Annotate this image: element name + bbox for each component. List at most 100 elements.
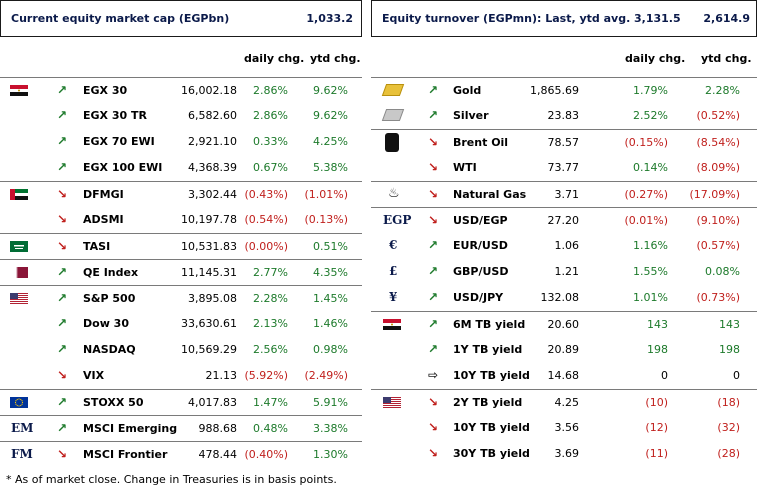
- ytd-change-value: 1.30%: [313, 448, 348, 461]
- instrument-name: EGX 30 TR: [83, 109, 147, 122]
- instrument-name: TASI: [83, 240, 111, 253]
- up-arrow-icon: ↗: [57, 316, 68, 330]
- instrument-value: 33,630.61: [181, 317, 237, 330]
- oil-barrel-icon: [385, 133, 399, 152]
- table-row: ↗ QE Index 11,145.31 2.77% 4.35%: [0, 259, 362, 285]
- instrument-value: 11,145.31: [181, 266, 237, 279]
- table-row: ↘ ADSMI 10,197.78 (0.54%) (0.13%): [0, 207, 362, 233]
- daily-change-value: 1.16%: [633, 239, 668, 252]
- usa-flag-icon: [10, 293, 28, 304]
- daily-change-value: (0.54%): [244, 213, 288, 226]
- instrument-value: 3,302.44: [188, 188, 237, 201]
- up-arrow-icon: ↗: [428, 238, 439, 252]
- up-arrow-icon: ↗: [57, 83, 68, 97]
- table-row: ↗ EGX 70 EWI 2,921.10 0.33% 4.25%: [0, 129, 362, 155]
- down-arrow-icon: ↘: [57, 212, 68, 226]
- ytd-change-value: 5.38%: [313, 161, 348, 174]
- ytd-change-value: (0.73%): [696, 291, 740, 304]
- up-arrow-icon: ↗: [57, 395, 68, 409]
- instrument-value: 1.06: [554, 239, 580, 252]
- instrument-value: 78.57: [547, 136, 580, 149]
- table-row: ↗ Gold 1,865.69 1.79% 2.28%: [371, 77, 757, 103]
- currency-symbol-icon: EM: [11, 421, 34, 435]
- down-arrow-icon: ↘: [57, 187, 68, 201]
- daily-change-value: 1.55%: [633, 265, 668, 278]
- instrument-value: 478.44: [198, 448, 238, 461]
- ytd-change-value: 0.98%: [313, 343, 348, 356]
- daily-change-value: 0.14%: [633, 161, 668, 174]
- up-arrow-icon: ↗: [57, 108, 68, 122]
- instrument-name: 30Y TB yield: [453, 447, 530, 460]
- ytd-change-value: 2.28%: [705, 84, 740, 97]
- equity-header-value: 1,033.2: [306, 12, 353, 25]
- equity-turnover-header: Equity turnover (EGPmn): Last, ytd avg. …: [371, 0, 757, 37]
- turnover-avg-value: 2,614.9: [703, 12, 750, 25]
- instrument-name: 6M TB yield: [453, 318, 526, 331]
- table-row: ↗ 6M TB yield 20.60 143 143: [371, 311, 757, 337]
- down-arrow-icon: ↘: [428, 420, 439, 434]
- down-arrow-icon: ↘: [57, 368, 68, 382]
- daily-change-value: 2.77%: [253, 266, 288, 279]
- daily-change-value: 2.13%: [253, 317, 288, 330]
- instrument-value: 20.89: [547, 343, 580, 356]
- instrument-name: NASDAQ: [83, 343, 136, 356]
- daily-change-value: 2.86%: [253, 84, 288, 97]
- table-row: £ ↗ GBP/USD 1.21 1.55% 0.08%: [371, 259, 757, 285]
- table-row: ↗ S&P 500 3,895.08 2.28% 1.45%: [0, 285, 362, 311]
- daily-change-value: 0.33%: [253, 135, 288, 148]
- currency-symbol-icon: FM: [11, 447, 33, 461]
- up-arrow-icon: ↗: [428, 83, 439, 97]
- equity-panel: Current equity market cap (EGPbn) 1,033.…: [0, 0, 362, 467]
- instrument-name: EGX 30: [83, 84, 128, 97]
- daily-change-value: (0.27%): [624, 188, 668, 201]
- instrument-value: 988.68: [198, 422, 238, 435]
- instrument-value: 16,002.18: [181, 84, 237, 97]
- table-row: ¥ ↗ USD/JPY 132.08 1.01% (0.73%): [371, 285, 757, 311]
- ytd-change-value: (8.09%): [696, 161, 740, 174]
- daily-change-value: (0.00%): [244, 240, 288, 253]
- ytd-change-value: (0.57%): [696, 239, 740, 252]
- daily-change-value: (10): [645, 396, 668, 409]
- daily-change-value: (0.40%): [244, 448, 288, 461]
- table-row: ↘ TASI 10,531.83 (0.00%) 0.51%: [0, 233, 362, 259]
- instrument-value: 3.71: [554, 188, 580, 201]
- markets-rows: ↗ Gold 1,865.69 1.79% 2.28% ↗ Silver 23.83 2.52%…: [371, 77, 757, 467]
- ytd-change-value: (18): [717, 396, 740, 409]
- up-arrow-icon: ↗: [428, 108, 439, 122]
- table-row: ↘ Brent Oil 78.57 (0.15%) (8.54%): [371, 129, 757, 155]
- instrument-value: 27.20: [547, 214, 580, 227]
- instrument-value: 2,921.10: [188, 135, 237, 148]
- ytd-change-value: 1.46%: [313, 317, 348, 330]
- daily-change-value: (0.15%): [624, 136, 668, 149]
- table-row: ↘ 2Y TB yield 4.25 (10) (18): [371, 389, 757, 415]
- daily-change-value: 2.28%: [253, 292, 288, 305]
- markets-column-headers: daily chg. ytd chg.: [371, 37, 757, 77]
- instrument-name: USD/JPY: [453, 291, 504, 304]
- daily-change-header: daily chg.: [244, 52, 305, 65]
- daily-change-value: 2.86%: [253, 109, 288, 122]
- up-arrow-icon: ↗: [57, 160, 68, 174]
- instrument-name: Gold: [453, 84, 482, 97]
- gold-bar-icon: [381, 84, 405, 96]
- flame-icon: ♨: [388, 186, 400, 201]
- daily-change-value: 198: [647, 343, 668, 356]
- daily-change-value: 0: [661, 369, 668, 382]
- qatar-flag-icon: [10, 267, 28, 278]
- ytd-change-value: (0.52%): [696, 109, 740, 122]
- instrument-value: 73.77: [547, 161, 580, 174]
- instrument-value: 23.83: [547, 109, 580, 122]
- instrument-name: Brent Oil: [453, 136, 509, 149]
- instrument-name: ADSMI: [83, 213, 124, 226]
- ytd-change-value: (1.01%): [304, 188, 348, 201]
- instrument-name: S&P 500: [83, 292, 136, 305]
- currency-symbol-icon: ¥: [389, 290, 398, 304]
- equity-column-headers: daily chg. ytd chg.: [0, 37, 362, 77]
- daily-change-value: (0.01%): [624, 214, 668, 227]
- table-row: ↗ Dow 30 33,630.61 2.13% 1.46%: [0, 311, 362, 337]
- table-row: ↘ WTI 73.77 0.14% (8.09%): [371, 155, 757, 181]
- ytd-change-value: 0.51%: [313, 240, 348, 253]
- turnover-last-value: 3,131.5: [634, 12, 681, 25]
- turnover-header-title: Equity turnover (EGPmn): Last, ytd avg.: [382, 12, 631, 25]
- instrument-name: VIX: [83, 369, 105, 382]
- table-row: € ↗ EUR/USD 1.06 1.16% (0.57%): [371, 233, 757, 259]
